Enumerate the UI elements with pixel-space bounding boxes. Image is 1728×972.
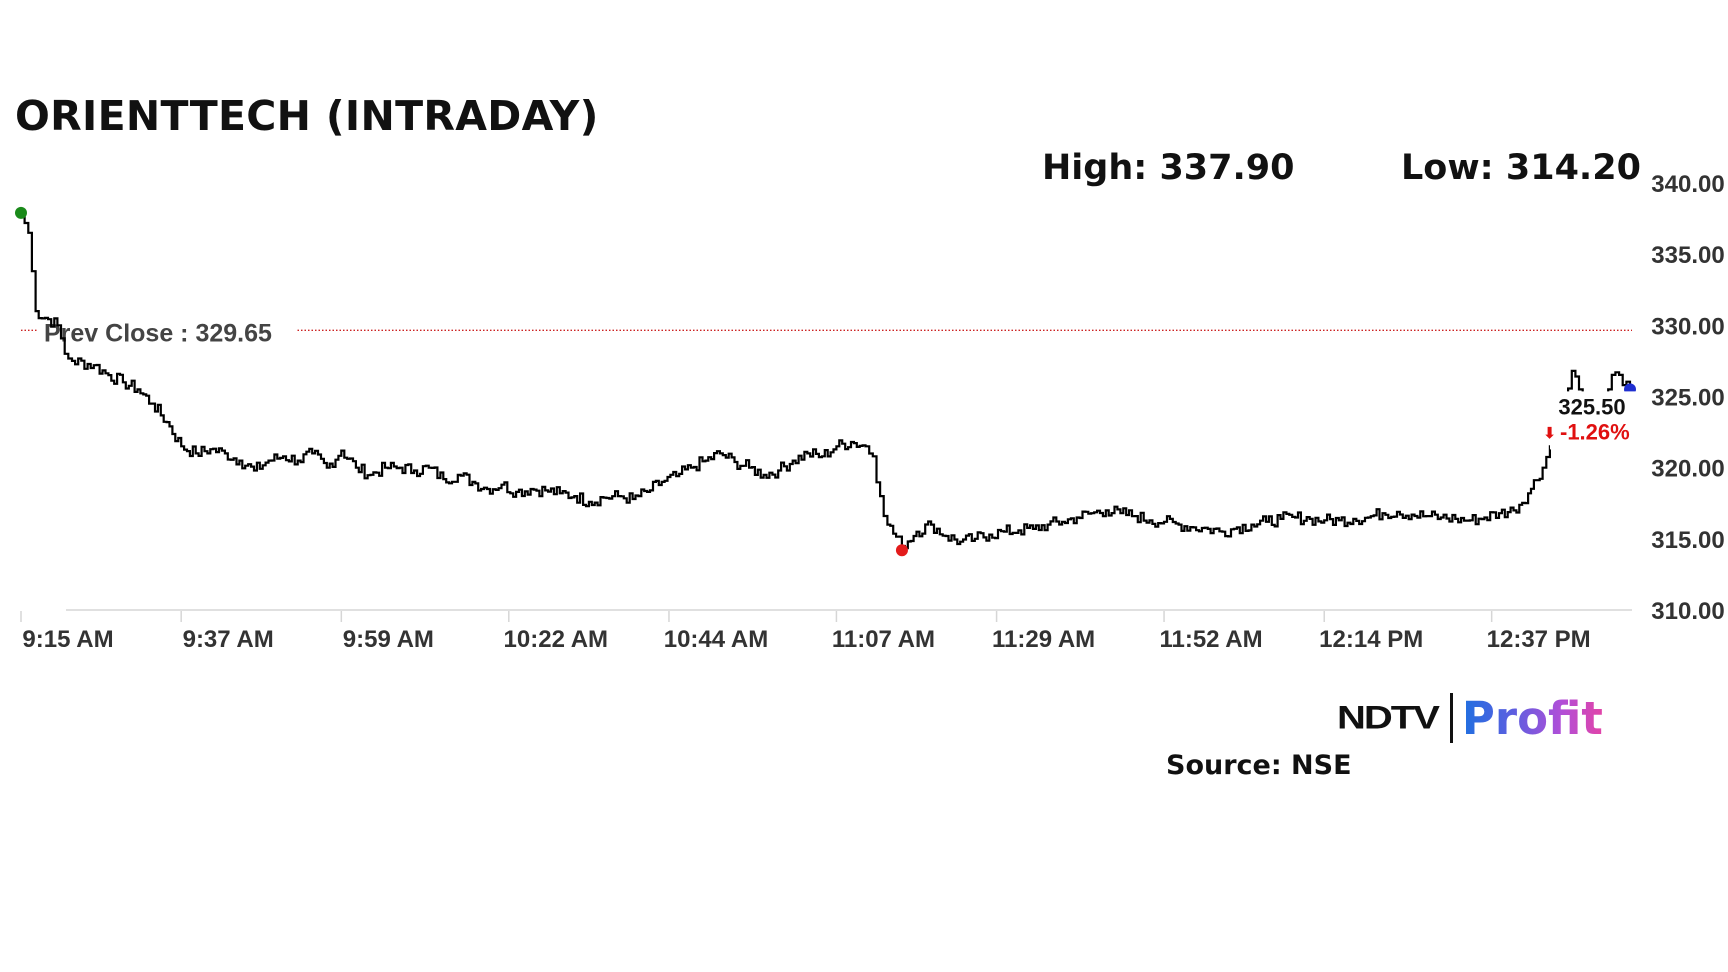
open-marker bbox=[15, 206, 27, 219]
low-value: Low: 314.20 bbox=[1401, 148, 1641, 188]
prev-close-label: Prev Close : 329.65 bbox=[44, 319, 272, 347]
x-tick-label: 9:37 AM bbox=[183, 626, 274, 653]
brand-separator bbox=[1449, 693, 1453, 743]
x-axis: 9:15 AM 9:37 AM 9:59 AM 10:22 AM 10:44 AM 11:… bbox=[20, 609, 1632, 653]
x-tick-label: 12:37 PM bbox=[1487, 626, 1591, 653]
prev-close-group: Prev Close : 329.65 bbox=[21, 312, 1632, 347]
last-price-annotation: 325.50⬇ -1.26% bbox=[1543, 391, 1638, 450]
prev-close-label-bg bbox=[38, 312, 296, 345]
x-tick-label: 9:15 AM bbox=[22, 626, 113, 653]
brand-profit: Profit bbox=[1461, 691, 1603, 745]
low-marker bbox=[895, 544, 908, 557]
y-tick-label: 320.00 bbox=[1651, 456, 1724, 483]
brand-ndtv: NDTV bbox=[1337, 699, 1440, 736]
x-tick-label: 11:29 AM bbox=[992, 626, 1095, 653]
x-tick-label: 10:22 AM bbox=[504, 626, 608, 653]
source-note: Source: NSE bbox=[1166, 750, 1352, 781]
x-tick-label: 10:44 AM bbox=[664, 626, 768, 653]
y-tick-label: 335.00 bbox=[1651, 242, 1724, 269]
high-value: High: 337.90 bbox=[1042, 148, 1295, 188]
price-line bbox=[21, 211, 1632, 550]
chart-title: ORIENTTECH (INTRADAY) bbox=[15, 92, 599, 140]
y-tick-label: 325.00 bbox=[1651, 385, 1724, 412]
annotation-bg bbox=[1550, 391, 1638, 450]
x-tick-label: 11:07 AM bbox=[832, 626, 935, 653]
x-tick-label: 9:59 AM bbox=[343, 626, 434, 653]
y-tick-label: 340.00 bbox=[1651, 171, 1724, 198]
y-tick-label: 315.00 bbox=[1651, 527, 1724, 554]
x-tick-label: 12:14 PM bbox=[1319, 626, 1423, 653]
last-price-label: 325.50 bbox=[1558, 394, 1625, 419]
change-percent-label: -1.26% bbox=[1560, 419, 1630, 444]
change-arrow-icon: ⬇ bbox=[1543, 423, 1556, 442]
y-tick-label: 310.00 bbox=[1651, 598, 1724, 625]
y-axis: 340.00 335.00 330.00 325.00 320.00 315.00 310.… bbox=[1651, 171, 1724, 625]
x-tick-label: 11:52 AM bbox=[1159, 626, 1262, 653]
marker-group bbox=[15, 206, 1636, 557]
y-tick-label: 330.00 bbox=[1651, 313, 1724, 340]
ndtv-profit-logo: NDTV Profit bbox=[1337, 688, 1603, 748]
price-series bbox=[21, 211, 1632, 550]
